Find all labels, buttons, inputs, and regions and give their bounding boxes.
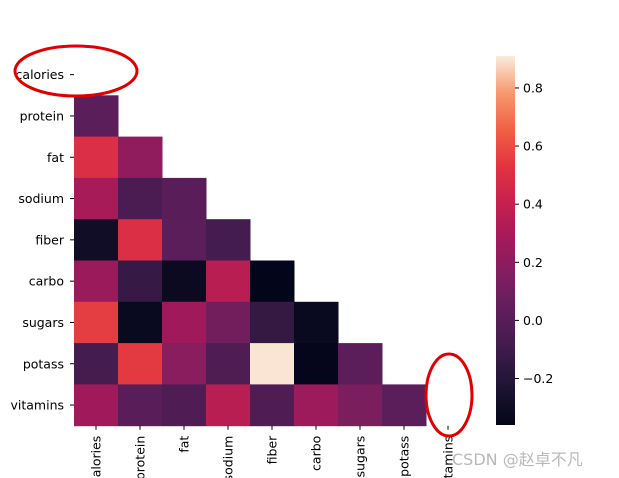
heatmap-cell-vitamins-sugars [338,384,383,427]
heatmap-cell-vitamins-calories [74,384,119,427]
heatmap-cell-sodium-fat [162,177,207,220]
heatmap-cell-fat-calories [74,136,119,179]
heatmap-cell-potass-fat [162,343,207,385]
x-tick-label-fiber: fiber [265,435,280,464]
y-tick-label-sodium: sodium [18,191,64,206]
heatmap-cell-sugars-fat [162,301,207,344]
x-tick-label-sodium: sodium [221,436,236,478]
heatmap-cell-sodium-calories [74,177,119,220]
x-tick-label-protein: protein [133,436,148,478]
heatmap-cell-fiber-sodium [206,219,251,261]
x-tick-label-vitamins: vitamins [441,436,456,478]
heatmap-cell-vitamins-carbo [294,384,339,427]
heatmap-cell-sugars-protein [118,301,163,344]
heatmap-cell-potass-carbo [294,343,339,385]
colorbar-tick-label: 0.4 [523,197,543,212]
highlight-ellipse-vitamins [424,352,474,438]
heatmap-cell-carbo-sodium [206,260,251,303]
y-tick-label-carbo: carbo [29,274,64,289]
heatmap-cells [74,95,427,427]
highlight-ellipse-calories [13,44,139,98]
heatmap-cell-potass-protein [118,343,163,385]
y-tick-label-sugars: sugars [22,315,64,330]
heatmap-cell-vitamins-potass [382,384,427,427]
heatmap-cell-potass-calories [74,343,119,385]
x-tick-label-calories: calories [89,436,104,478]
y-tick-label-fiber: fiber [35,232,64,247]
colorbar-tick-label: −0.2 [523,371,553,386]
y-tick-label-fat: fat [47,150,64,165]
heatmap-cell-protein-calories [74,95,119,138]
heatmap-cell-carbo-protein [118,260,163,303]
colorbar [496,56,515,425]
y-tick-labels: calories protein fat sodium fiber carbo sugars… [10,67,74,413]
heatmap-cell-vitamins-sodium [206,384,251,427]
heatmap-cell-sugars-calories [74,301,119,344]
colorbar-gradient [496,56,515,425]
x-tick-label-carbo: carbo [309,436,324,471]
heatmap-cell-fiber-calories [74,219,119,261]
y-tick-label-protein: protein [20,108,64,123]
watermark: CSDN @赵卓不凡 [452,450,583,469]
heatmap-cell-sodium-protein [118,177,163,220]
heatmap-cell-potass-sugars [338,343,383,385]
x-tick-label-fat: fat [177,436,192,453]
heatmap-cell-vitamins-fat [162,384,207,427]
y-tick-label-potass: potass [23,356,64,371]
colorbar-ticks: −0.2 0.0 0.2 0.4 0.6 0.8 [515,80,553,386]
x-tick-labels: calories protein fat sodium fiber carbo sugars… [89,425,456,478]
heatmap-cell-sugars-carbo [294,301,339,344]
heatmap-cell-fiber-fat [162,219,207,261]
y-tick-label-vitamins: vitamins [10,398,64,413]
heatmap-cell-carbo-fiber [250,260,295,303]
colorbar-tick-label: 0.6 [523,139,543,154]
heatmap-cell-fiber-protein [118,219,163,261]
y-tick-label-calories: calories [16,67,64,82]
heatmap-cell-carbo-fat [162,260,207,303]
heatmap-cell-carbo-calories [74,260,119,303]
x-tick-label-sugars: sugars [353,436,368,478]
colorbar-tick-label: 0.2 [523,255,543,270]
heatmap-cell-fat-protein [118,136,163,179]
heatmap-cell-potass-sodium [206,343,251,385]
heatmap-cell-sugars-sodium [206,301,251,344]
heatmap-cell-vitamins-fiber [250,384,295,427]
x-tick-label-potass: potass [397,436,412,477]
heatmap-cell-vitamins-protein [118,384,163,427]
heatmap-cell-potass-fiber [250,343,295,385]
heatmap-cell-sugars-fiber [250,301,295,344]
colorbar-tick-label: 0.8 [523,80,543,95]
annotation-ellipses [13,44,474,438]
colorbar-tick-label: 0.0 [523,313,543,328]
